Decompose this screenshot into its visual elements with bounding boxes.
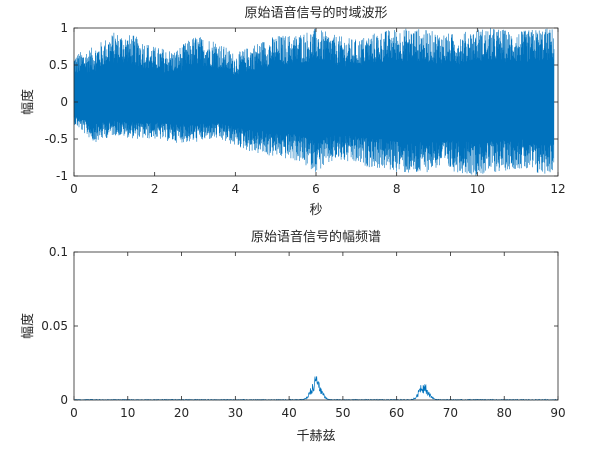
waveform-xtick-label: 10 bbox=[470, 182, 485, 196]
spectrum-ytick-label: 0.1 bbox=[49, 245, 68, 259]
spectrum-xtick-label: 20 bbox=[174, 406, 189, 420]
spectrum-xtick-label: 60 bbox=[389, 406, 404, 420]
waveform-x-ticks: 0 2 4 6 8 10 12 bbox=[70, 28, 566, 196]
waveform-ytick-label: -1 bbox=[56, 169, 68, 183]
spectrum-xtick-label: 80 bbox=[497, 406, 512, 420]
spectrum-xtick-label: 50 bbox=[335, 406, 350, 420]
spectrum-y-ticks: 0 0.05 0.1 bbox=[41, 245, 558, 407]
spectrum-ytick-label: 0 bbox=[60, 393, 68, 407]
waveform-xtick-label: 12 bbox=[550, 182, 565, 196]
spectrum-xlabel: 千赫兹 bbox=[296, 429, 335, 444]
waveform-xtick-label: 0 bbox=[70, 182, 78, 196]
spectrum-xtick-label: 30 bbox=[228, 406, 243, 420]
spectrum-xtick-label: 0 bbox=[70, 406, 78, 420]
spectrum-xtick-label: 10 bbox=[120, 406, 135, 420]
waveform-ytick-label: 0 bbox=[60, 95, 68, 109]
waveform-xtick-label: 8 bbox=[393, 182, 401, 196]
spectrum-xtick-label: 90 bbox=[550, 406, 565, 420]
waveform-axes: 原始语音信号的时域波形 0 2 4 6 8 10 12 -1 -0.5 0 0.5 1 秒 幅度 bbox=[20, 5, 566, 218]
waveform-plot-area bbox=[73, 28, 555, 176]
spectrum-ytick-label: 0.05 bbox=[41, 319, 68, 333]
waveform-xtick-label: 4 bbox=[232, 182, 240, 196]
waveform-title: 原始语音信号的时域波形 bbox=[244, 5, 387, 21]
spectrum-ylabel: 幅度 bbox=[20, 313, 36, 339]
spectrum-xtick-label: 70 bbox=[443, 406, 458, 420]
waveform-xtick-label: 2 bbox=[151, 182, 159, 196]
waveform-signal-line bbox=[73, 28, 555, 176]
spectrum-title: 原始语音信号的幅频谱 bbox=[251, 229, 381, 245]
waveform-ytick-label: 0.5 bbox=[49, 58, 68, 72]
spectrum-axes: 原始语音信号的幅频谱 0 10 20 30 40 50 60 70 80 90 00.050.1 … bbox=[20, 229, 566, 444]
waveform-ytick-label: 1 bbox=[60, 21, 68, 35]
spectrum-xtick-label: 40 bbox=[281, 406, 296, 420]
waveform-ylabel: 幅度 bbox=[20, 89, 36, 115]
waveform-y-ticks: -1 -0.5 0 0.5 1 bbox=[45, 21, 558, 183]
waveform-xlabel: 秒 bbox=[309, 203, 322, 218]
waveform-ytick-label: -0.5 bbox=[45, 132, 68, 146]
spectrum-x-ticks: 0 10 20 30 40 50 60 70 80 90 bbox=[70, 252, 566, 420]
waveform-xtick-label: 6 bbox=[312, 182, 320, 196]
